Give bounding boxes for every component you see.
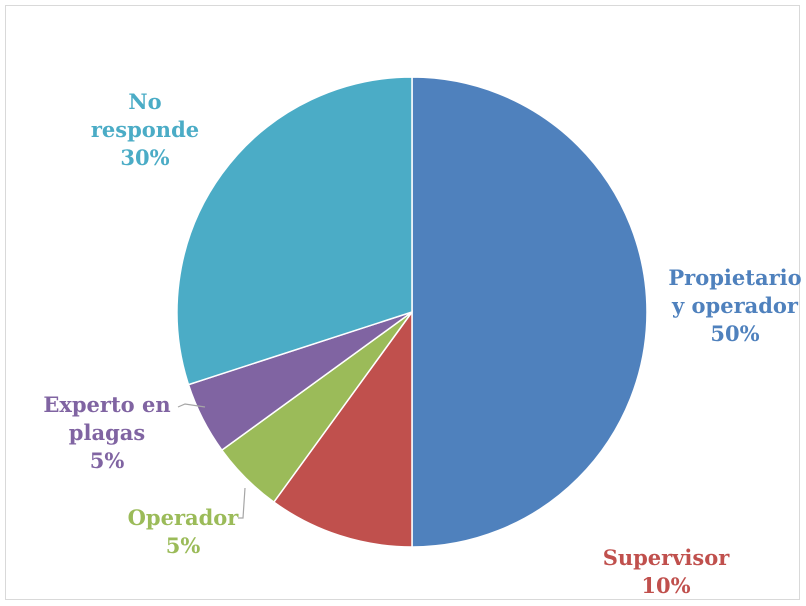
pie-slice-1 xyxy=(272,309,413,548)
slice-name-label: responde xyxy=(91,117,199,142)
slice-label-2: Operador 5% xyxy=(128,505,240,558)
slice-percent-label: 50% xyxy=(710,321,759,346)
slice-name-label: Supervisor xyxy=(603,545,731,570)
leader-line-3 xyxy=(177,403,206,408)
leader-lines xyxy=(177,403,246,519)
slice-percent-label: 5% xyxy=(90,448,125,473)
slice-label-0: Propietario y operador 50% xyxy=(668,265,801,346)
leader-line-2 xyxy=(238,487,246,519)
pie-slice-0 xyxy=(411,76,648,548)
slice-name-label: No xyxy=(128,89,161,114)
slice-name-label: plagas xyxy=(69,420,145,445)
slice-name-label: Operador xyxy=(128,505,240,530)
slice-name-label: y operador xyxy=(671,293,799,318)
slice-label-3: Experto en plagas 5% xyxy=(43,392,170,473)
slice-label-4: No responde 30% xyxy=(91,89,199,170)
slice-percent-label: 5% xyxy=(166,533,201,558)
slices-layer xyxy=(176,76,648,548)
slice-percent-label: 10% xyxy=(641,573,690,598)
slice-label-1: Supervisor 10% xyxy=(603,545,731,598)
labels-layer: Propietario y operador 50% Supervisor 10% Ope… xyxy=(43,89,801,598)
slice-name-label: Propietario xyxy=(668,265,801,290)
pie-slice-4 xyxy=(176,76,413,386)
slice-percent-label: 30% xyxy=(120,145,169,170)
slice-name-label: Experto en xyxy=(43,392,170,417)
